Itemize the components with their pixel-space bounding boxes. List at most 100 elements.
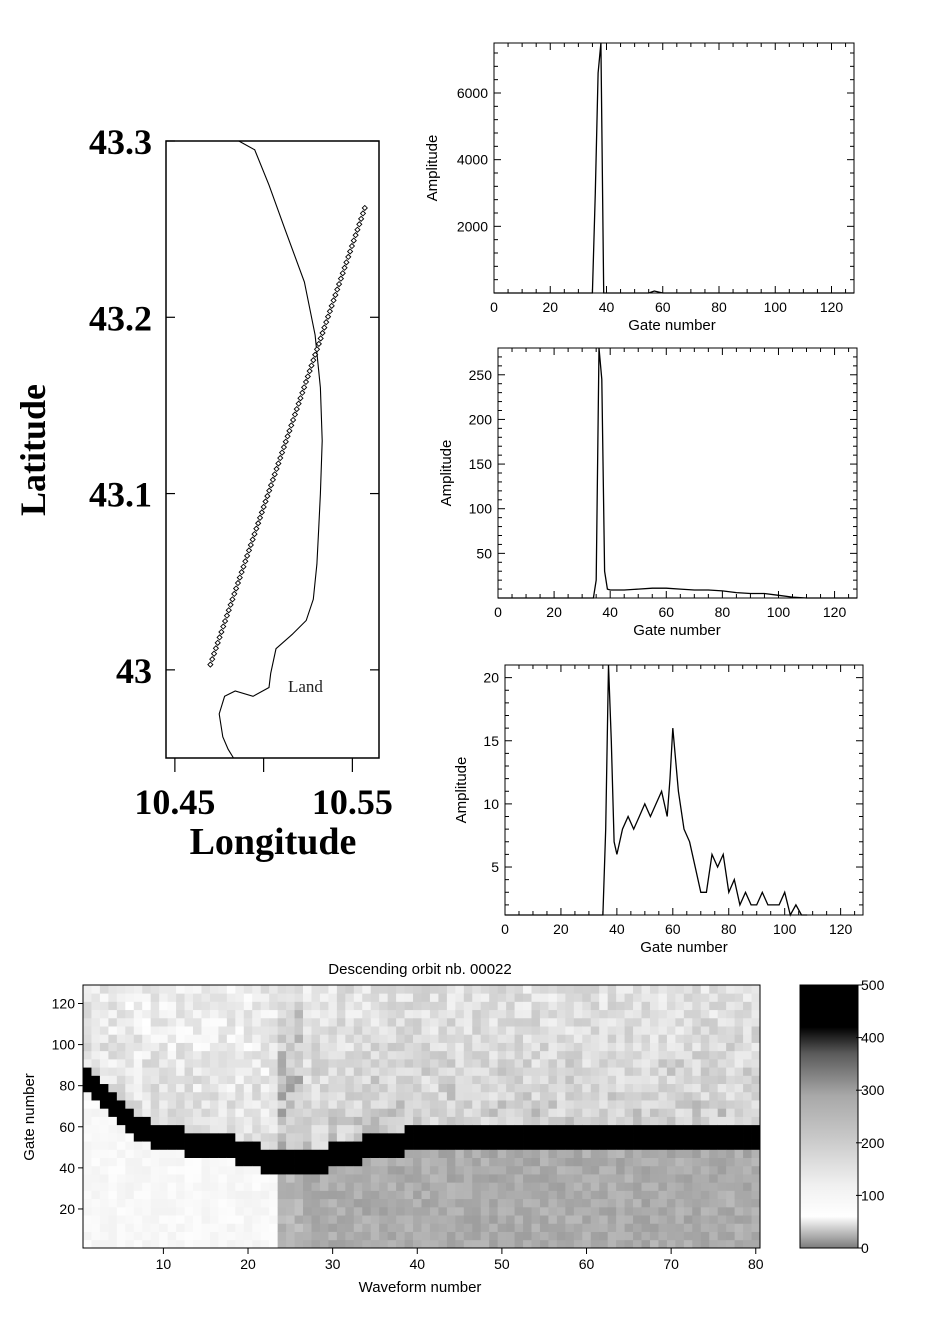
heatmap-cell (184, 1174, 194, 1183)
heatmap-cell (624, 1157, 634, 1167)
heatmap-cell (506, 1116, 515, 1126)
heatmap-cell (319, 1067, 329, 1076)
heatmap-cell (235, 1182, 245, 1191)
heatmap-cell (565, 1141, 575, 1150)
heatmap-cell (252, 1182, 262, 1191)
heatmap-cell (379, 1165, 389, 1175)
heatmap-cell (429, 1157, 439, 1167)
heatmap-cell (167, 1050, 177, 1060)
heatmap-cell (700, 1108, 710, 1117)
x-tick-label: 60 (665, 921, 681, 937)
heatmap-cell (743, 1116, 752, 1126)
heatmap-cell (387, 1042, 397, 1052)
heatmap-cell (150, 1042, 160, 1052)
heatmap-cell (506, 985, 515, 994)
heatmap-cell (370, 1231, 380, 1241)
heatmap-cell (319, 1206, 329, 1216)
track-point (352, 232, 359, 239)
heatmap-cell (218, 1190, 228, 1200)
heatmap-cell (489, 1001, 499, 1011)
heatmap-cell (514, 1206, 524, 1216)
heatmap-cell (379, 1141, 389, 1150)
heatmap-cell (717, 1132, 727, 1142)
heatmap-cell (201, 1141, 211, 1150)
track-point (339, 270, 346, 277)
heatmap-cell (666, 1100, 676, 1109)
heatmap-cell (404, 1026, 414, 1035)
heatmap-cell (184, 993, 194, 1002)
track-point (348, 242, 356, 250)
heatmap-cell (336, 1001, 346, 1011)
heatmap-cell (91, 1116, 101, 1126)
heatmap-cell (556, 1198, 566, 1208)
heatmap-cell (649, 1198, 659, 1208)
heatmap-cell (209, 1165, 219, 1175)
heatmap-cell (641, 1100, 651, 1109)
heatmap-cell (83, 1231, 92, 1241)
heatmap-cell (150, 1026, 160, 1035)
heatmap-cell (159, 1100, 169, 1109)
heatmap-cell (446, 1100, 456, 1109)
heatmap-cell (108, 993, 118, 1002)
heatmap-cell (446, 1239, 456, 1249)
heatmap-cell (108, 1141, 118, 1150)
heatmap-cell (362, 1206, 372, 1216)
heatmap-cell (421, 1215, 431, 1224)
heatmap-cell (370, 1042, 380, 1052)
heatmap-cell (421, 1050, 431, 1060)
heatmap-cell (548, 1091, 558, 1101)
heatmap-cell (709, 1157, 719, 1167)
heatmap-cell (243, 1026, 253, 1035)
heatmap-cell (683, 1034, 693, 1043)
heatmap-cell (734, 1034, 744, 1043)
heatmap-cell (176, 1206, 185, 1216)
heatmap-cell (489, 1223, 499, 1232)
heatmap-cell (387, 1182, 397, 1191)
heatmap-cell (125, 1100, 135, 1109)
heatmap-cell (455, 1017, 465, 1027)
heatmap-cell (311, 1190, 321, 1200)
heatmap-cell (252, 1174, 262, 1183)
track-point (247, 541, 254, 549)
heatmap-cell (167, 1108, 177, 1117)
heatmap-cell (565, 1239, 575, 1249)
heatmap-cell (353, 1067, 363, 1076)
heatmap-cell (734, 1067, 744, 1076)
heatmap-cell (311, 1026, 321, 1035)
heatmap-cell (438, 1198, 448, 1208)
heatmap-cell (193, 1132, 202, 1142)
heatmap-cell (209, 1083, 219, 1093)
heatmap-cell (336, 1124, 346, 1134)
heatmap-cell (336, 1239, 346, 1249)
heatmap-cell (336, 1075, 346, 1085)
heatmap-cell (413, 1067, 422, 1076)
heatmap-cell (717, 1075, 727, 1085)
heatmap-cell (243, 1215, 253, 1224)
heatmap-cell (446, 1108, 456, 1117)
heatmap-cell (675, 1239, 685, 1249)
heatmap-cell (455, 1165, 465, 1175)
heatmap-cell (489, 1034, 499, 1043)
heatmap-cell (91, 1108, 101, 1117)
heatmap-cell (683, 1165, 693, 1175)
heatmap-cell (539, 1182, 549, 1191)
heatmap-cell (582, 1050, 592, 1060)
heatmap-cell (480, 1132, 490, 1142)
x-tick-label: 20 (542, 299, 558, 315)
heatmap-cell (387, 1157, 397, 1167)
heatmap-cell (590, 1091, 600, 1101)
heatmap-cell (565, 1206, 575, 1216)
heatmap-cell (565, 1116, 575, 1126)
track-point (238, 569, 245, 576)
heatmap-cell (303, 993, 312, 1002)
heatmap-cell (243, 1198, 253, 1208)
heatmap-cell (193, 1141, 202, 1150)
heatmap-cell (455, 1174, 465, 1183)
heatmap-cell (472, 1198, 482, 1208)
heatmap-cell (599, 1083, 609, 1093)
heatmap-cell (514, 1009, 524, 1019)
heatmap-cell (633, 1009, 642, 1019)
heatmap-cell (116, 1157, 126, 1167)
heatmap-cell (743, 1124, 752, 1134)
heatmap-cell (539, 1083, 549, 1093)
